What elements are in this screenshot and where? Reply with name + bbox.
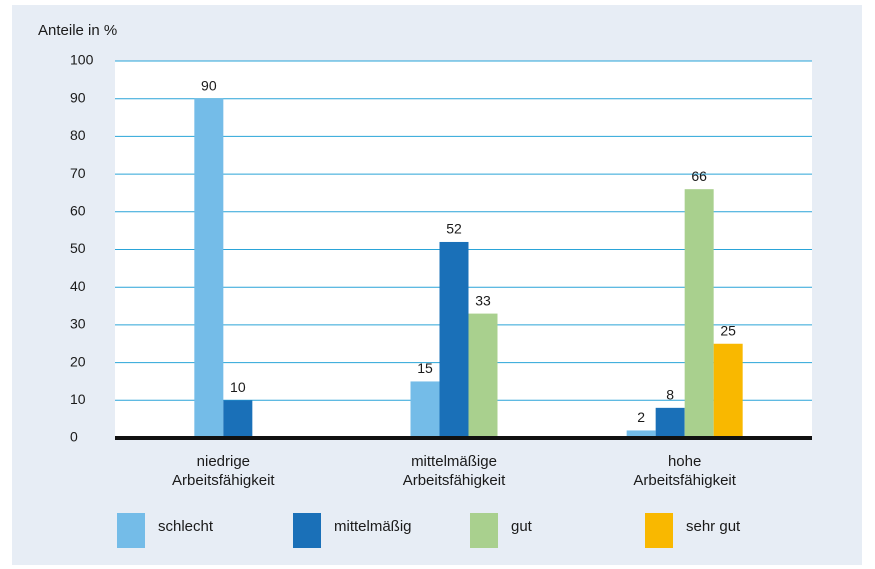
y-tick-label: 100 [70,52,94,68]
bar [468,313,498,438]
y-tick-label: 80 [70,127,86,143]
value-label: 2 [637,409,645,425]
value-label: 25 [720,322,736,338]
legend-label: gut [511,518,533,535]
y-tick-label: 70 [70,165,86,181]
x-tick-label: hohe Arbeitsfähigkeit [633,453,736,489]
y-tick-label: 60 [70,203,86,219]
bar [655,407,685,438]
y-tick-label: 90 [70,89,86,105]
bar [626,430,656,438]
value-label: 66 [691,168,707,184]
legend-swatch [645,513,673,548]
y-tick-label: 40 [70,278,86,294]
x-tick-label: niedrige Arbeitsfähigkeit [172,453,275,489]
bar [684,189,714,438]
value-label: 10 [230,379,246,395]
legend-swatch [470,513,498,548]
value-label: 8 [666,387,674,403]
bar [410,381,440,438]
y-tick-label: 0 [70,429,78,445]
x-tick-label: mittelmäßige Arbeitsfähigkeit [402,453,506,489]
value-label: 33 [475,292,491,308]
y-tick-label: 30 [70,316,86,332]
bar [194,98,224,438]
y-tick-label: 50 [70,240,86,256]
legend-label: sehr gut [686,518,741,535]
legend-label: schlecht [158,518,214,535]
y-tick-label: 10 [70,391,86,407]
value-label: 90 [201,77,217,93]
y-tick-label: 20 [70,353,86,369]
value-label: 52 [446,221,462,237]
bar [713,343,743,438]
legend-label: mittelmäßig [334,518,412,535]
bar [223,400,253,438]
y-axis-label: Anteile in % [38,22,117,39]
bar [439,241,469,438]
legend-swatch [117,513,145,548]
value-label: 15 [417,360,433,376]
legend-swatch [293,513,321,548]
